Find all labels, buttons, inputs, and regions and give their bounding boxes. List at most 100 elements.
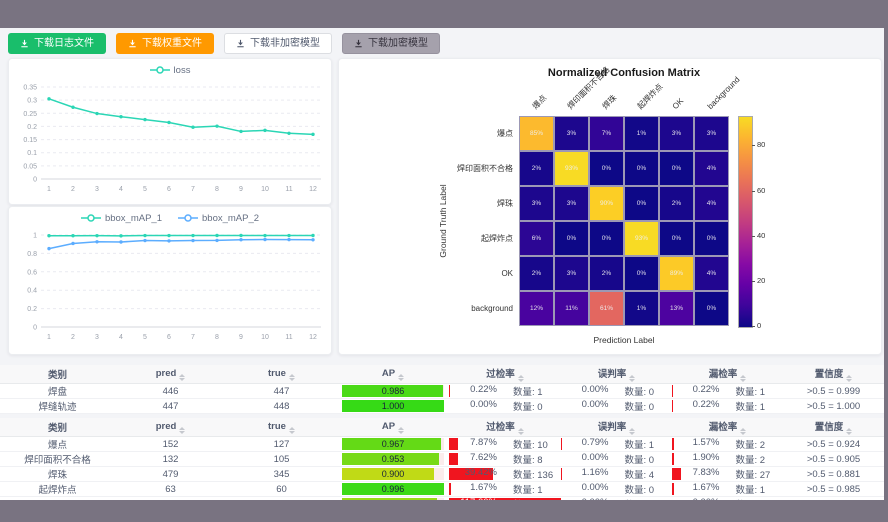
confusion-matrix-cell: 0% — [589, 151, 624, 186]
column-header-label: pred — [155, 420, 177, 432]
miss-rate-cell: 1.90% 数量: 2 — [672, 451, 783, 467]
confusion-matrix-cell: 12% — [519, 291, 554, 326]
column-header-过检率[interactable]: 过检率 — [449, 365, 561, 384]
colorbar-tick-label: 0 — [757, 321, 762, 330]
sort-desc-icon — [740, 432, 747, 435]
rate-count: 数量: 1 — [624, 440, 655, 451]
confusion-matrix-cell: 4% — [694, 186, 729, 221]
pred-cell: 63 — [115, 481, 226, 497]
ap-bar — [342, 498, 437, 500]
download-encrypted-model-button[interactable]: 下载加密模型 — [342, 33, 440, 54]
sort-caret-icon — [398, 373, 405, 381]
sort-asc-icon — [288, 426, 295, 430]
confusion-matrix-card: Normalized Confusion Matrix Prediction L… — [338, 58, 882, 355]
column-header-label: 误判率 — [597, 422, 627, 433]
miss-rate-cell: 1.67% 数量: 1 — [672, 481, 783, 497]
sort-caret-icon — [179, 373, 186, 381]
confusion-matrix-cell: 61% — [589, 291, 624, 326]
rate-text: 0.00% 数量: 0 — [561, 399, 672, 413]
sort-desc-icon — [740, 379, 747, 382]
column-header-label: 漏检率 — [708, 369, 738, 380]
rate-percent: 0.00% — [581, 399, 609, 410]
download-weights-label: 下载权重文件 — [142, 37, 202, 49]
svg-text:11: 11 — [285, 186, 292, 193]
legend-item-bbox-map-1[interactable]: bbox_mAP_1 — [80, 213, 162, 224]
column-header-label: 类别 — [47, 370, 67, 381]
confusion-matrix-cell: 2% — [589, 256, 624, 291]
svg-text:4: 4 — [119, 334, 123, 341]
miss-rate-cell: 0.22% 数量: 1 — [672, 398, 783, 414]
true-cell: 447 — [226, 383, 337, 399]
confusion-matrix-title: Normalized Confusion Matrix — [547, 67, 701, 79]
confidence-value: >0.5 = 0.924 — [806, 438, 861, 450]
column-header-误判率[interactable]: 误判率 — [561, 418, 672, 437]
ap-value: 0.986 — [381, 386, 405, 396]
download-log-button[interactable]: 下载日志文件 — [8, 33, 106, 54]
column-header-过检率[interactable]: 过检率 — [449, 418, 561, 437]
colorbar-tick-label: 20 — [757, 275, 766, 285]
sort-desc-icon — [179, 377, 186, 381]
legend-label: loss — [173, 64, 191, 76]
ap-value: 0.929 — [342, 498, 444, 500]
true-cell: 448 — [226, 398, 337, 414]
legend-item-bbox-map-2[interactable]: bbox_mAP_2 — [178, 213, 259, 224]
confidence-cell: >0.5 = 0.940 — [783, 496, 884, 500]
miss-rate-cell: 7.83% 数量: 27 — [672, 466, 783, 482]
rate-bar — [449, 498, 561, 500]
svg-text:3: 3 — [95, 334, 99, 341]
svg-text:1: 1 — [33, 233, 37, 240]
column-header-true[interactable]: true — [226, 418, 337, 437]
svg-text:9: 9 — [239, 186, 243, 193]
ap-value: 0.900 — [381, 469, 405, 479]
class-cell: 焊珠 — [0, 466, 115, 482]
column-header-pred[interactable]: pred — [115, 418, 226, 437]
rate-text: 1.90% 数量: 2 — [672, 452, 783, 466]
confusion-matrix-cell: 0% — [554, 221, 589, 256]
class-cell: 焊印面积不合格 — [0, 451, 115, 467]
rate-count: 数量: 1 — [735, 387, 766, 398]
column-header-置信度[interactable]: 置信度 — [783, 365, 884, 384]
sort-asc-icon — [179, 426, 186, 430]
colorbar-tick — [752, 326, 755, 327]
svg-text:5: 5 — [143, 186, 147, 193]
column-header-漏检率[interactable]: 漏检率 — [672, 418, 783, 437]
column-header-label: pred — [155, 367, 177, 379]
rate-count: 数量: 1 — [735, 402, 766, 413]
colorbar-tick-label: 40 — [757, 230, 766, 240]
rate-percent: 117.00% — [449, 497, 505, 500]
column-header-误判率[interactable]: 误判率 — [561, 365, 672, 384]
rate-count: 数量: 0 — [617, 497, 673, 500]
column-header-pred[interactable]: pred — [115, 365, 226, 384]
confidence-value: >0.5 = 0.905 — [806, 453, 861, 465]
confusion-matrix-cell: 0% — [659, 151, 694, 186]
rate-text: 39.42% 数量: 136 — [449, 467, 561, 481]
ap-bar-wrap: 1.000 — [342, 400, 444, 412]
download-plain-model-button[interactable]: 下载非加密模型 — [224, 33, 332, 54]
legend-item-loss[interactable]: loss — [149, 64, 191, 76]
svg-text:0.4: 0.4 — [27, 288, 37, 295]
column-header-true[interactable]: true — [226, 365, 337, 384]
rate-text: 0.22% 数量: 1 — [672, 399, 783, 413]
miss-rate-cell: 0.22% 数量: 1 — [672, 383, 783, 399]
confusion-matrix-ylabel: Ground Truth Label — [438, 184, 448, 258]
column-header-漏检率[interactable]: 漏检率 — [672, 365, 783, 384]
rate-bar — [561, 468, 563, 480]
confusion-matrix-col-label: 焊珠 — [600, 93, 618, 111]
confusion-matrix-cell: 0% — [589, 221, 624, 256]
download-weights-button[interactable]: 下载权重文件 — [116, 33, 214, 54]
svg-text:1: 1 — [47, 186, 51, 193]
mis-rate-cell: 0.00% 数量: 0 — [561, 398, 672, 414]
legend-marker-icon — [178, 214, 198, 222]
over-rate-cell: 39.42% 数量: 136 — [449, 466, 561, 482]
column-header-AP[interactable]: AP — [337, 418, 449, 437]
column-header-label: 误判率 — [597, 369, 627, 380]
column-header-置信度[interactable]: 置信度 — [783, 418, 884, 437]
table-row: OK1171000.929117.00%数量: 1170.00%数量: 00.0… — [0, 496, 884, 500]
sort-desc-icon — [179, 430, 186, 434]
over-rate-cell: 117.00%数量: 117 — [449, 496, 561, 500]
ap-bar-wrap: 0.996 — [342, 483, 444, 495]
confusion-matrix-cell: 89% — [659, 256, 694, 291]
rate-text: 0.22% 数量: 1 — [449, 384, 561, 398]
column-header-AP[interactable]: AP — [337, 365, 449, 384]
column-header-label: 过检率 — [486, 422, 515, 433]
